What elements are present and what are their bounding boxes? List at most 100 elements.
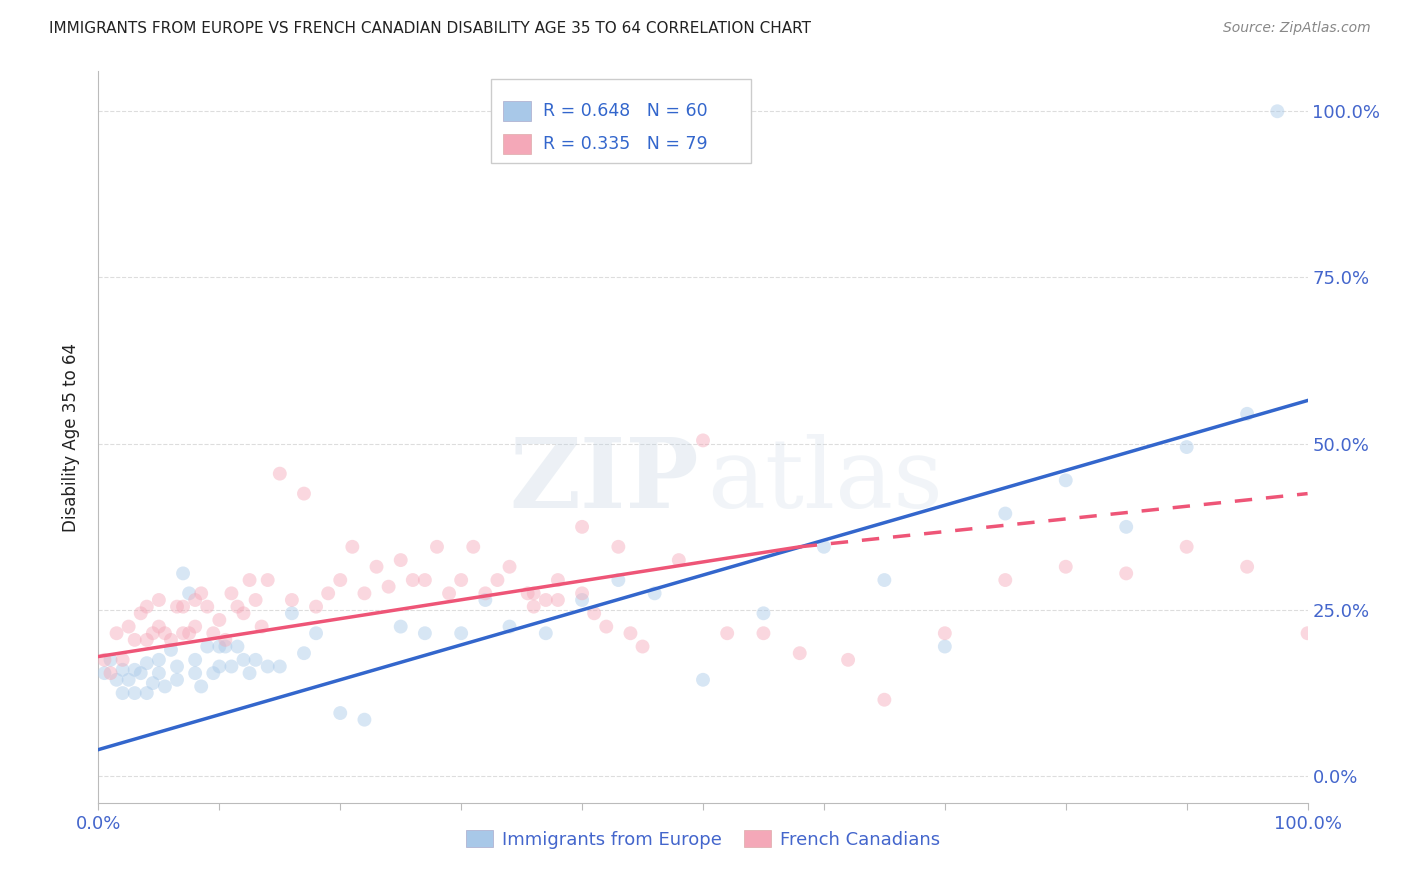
Point xyxy=(463,540,485,554)
Point xyxy=(1115,520,1137,534)
Point xyxy=(366,559,388,574)
Point xyxy=(208,613,231,627)
Point xyxy=(305,599,328,614)
Point xyxy=(571,520,593,534)
Point xyxy=(135,599,157,614)
Point xyxy=(595,619,617,633)
Point xyxy=(214,640,236,654)
Point xyxy=(179,626,201,640)
Point xyxy=(172,566,194,581)
Point xyxy=(329,706,352,720)
Point xyxy=(716,626,738,640)
Point xyxy=(135,656,157,670)
Point xyxy=(111,653,134,667)
Point xyxy=(124,663,146,677)
Point xyxy=(474,586,496,600)
Point xyxy=(523,599,546,614)
Point xyxy=(692,434,714,448)
Point xyxy=(129,607,152,621)
Point xyxy=(934,640,956,654)
Point xyxy=(148,593,170,607)
Point xyxy=(934,626,956,640)
Point xyxy=(111,663,134,677)
Legend: Immigrants from Europe, French Canadians: Immigrants from Europe, French Canadians xyxy=(458,823,948,856)
Point xyxy=(329,573,352,587)
Point xyxy=(166,659,188,673)
Point xyxy=(129,666,152,681)
Text: R = 0.335   N = 79: R = 0.335 N = 79 xyxy=(543,135,707,153)
Point xyxy=(184,666,207,681)
Point xyxy=(281,593,304,607)
Text: R = 0.648   N = 60: R = 0.648 N = 60 xyxy=(543,102,707,120)
Point xyxy=(523,586,546,600)
Point xyxy=(1267,104,1289,119)
Point xyxy=(256,573,278,587)
Point xyxy=(692,673,714,687)
Point xyxy=(450,573,472,587)
Point xyxy=(1175,440,1198,454)
Point xyxy=(135,632,157,647)
Point xyxy=(631,640,654,654)
Point xyxy=(160,632,183,647)
Point xyxy=(752,607,775,621)
Y-axis label: Disability Age 35 to 64: Disability Age 35 to 64 xyxy=(62,343,80,532)
Text: IMMIGRANTS FROM EUROPE VS FRENCH CANADIAN DISABILITY AGE 35 TO 64 CORRELATION CH: IMMIGRANTS FROM EUROPE VS FRENCH CANADIA… xyxy=(49,21,811,36)
Point xyxy=(100,666,122,681)
Point xyxy=(135,686,157,700)
Point xyxy=(873,692,896,706)
Point xyxy=(269,467,291,481)
Point xyxy=(256,659,278,673)
Point xyxy=(202,626,225,640)
Point xyxy=(994,507,1017,521)
Point xyxy=(1115,566,1137,581)
Point xyxy=(516,586,538,600)
Point xyxy=(226,599,249,614)
Point xyxy=(342,540,364,554)
Point xyxy=(547,593,569,607)
Point xyxy=(172,599,194,614)
Point xyxy=(195,599,218,614)
Point xyxy=(124,686,146,700)
Point xyxy=(179,586,201,600)
Point xyxy=(1236,559,1258,574)
Point xyxy=(166,673,188,687)
Point xyxy=(148,619,170,633)
Point xyxy=(142,626,165,640)
Point xyxy=(377,580,399,594)
Point xyxy=(214,632,236,647)
Point xyxy=(202,666,225,681)
Point xyxy=(245,653,267,667)
Text: atlas: atlas xyxy=(707,434,942,528)
Point xyxy=(994,573,1017,587)
Point xyxy=(486,573,509,587)
Text: Source: ZipAtlas.com: Source: ZipAtlas.com xyxy=(1223,21,1371,35)
Point xyxy=(105,673,128,687)
Point xyxy=(232,607,254,621)
FancyBboxPatch shape xyxy=(492,78,751,163)
Point xyxy=(353,586,375,600)
Point xyxy=(208,640,231,654)
Point xyxy=(160,643,183,657)
Point xyxy=(184,653,207,667)
Point xyxy=(148,653,170,667)
Point xyxy=(619,626,641,640)
Point xyxy=(245,593,267,607)
Point xyxy=(413,626,436,640)
Point xyxy=(118,619,141,633)
Point xyxy=(190,680,212,694)
Point xyxy=(195,640,218,654)
Point xyxy=(190,586,212,600)
Point xyxy=(668,553,690,567)
Point xyxy=(353,713,375,727)
Point xyxy=(607,540,630,554)
Point xyxy=(583,607,606,621)
Point xyxy=(426,540,449,554)
Point xyxy=(142,676,165,690)
Point xyxy=(250,619,273,633)
Point xyxy=(1054,473,1077,487)
Point xyxy=(644,586,666,600)
Point xyxy=(124,632,146,647)
Point xyxy=(389,553,412,567)
Point xyxy=(534,626,557,640)
Point xyxy=(1054,559,1077,574)
